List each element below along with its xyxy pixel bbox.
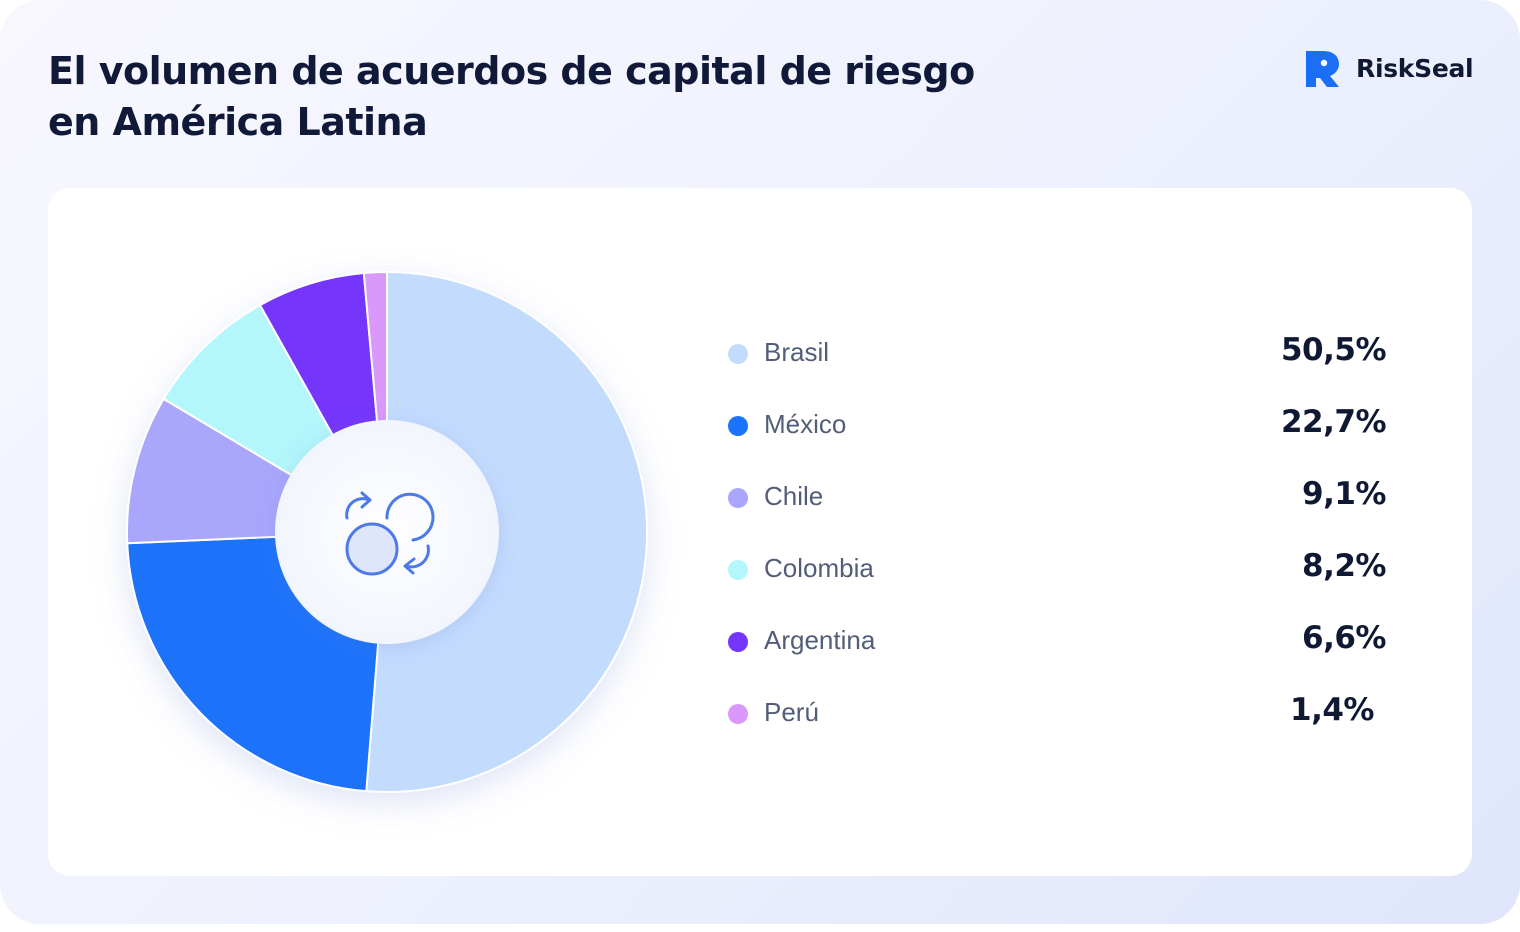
brand-logo: RiskSeal	[1302, 47, 1474, 89]
legend-item: Colombia 8,2%	[726, 534, 1386, 606]
legend-label: Perú	[764, 697, 819, 727]
legend-swatch	[728, 560, 748, 580]
data-label: 1,4%	[1290, 692, 1374, 728]
donut-slices	[126, 271, 648, 793]
legend-label: Chile	[764, 481, 824, 511]
legend-item: México 22,7%	[726, 390, 1387, 462]
data-label: 6,6%	[1302, 620, 1386, 656]
legend-item: Perú 1,4%	[726, 678, 1386, 750]
legend-swatch	[728, 488, 748, 508]
riskseal-logo-icon	[1306, 51, 1339, 87]
donut-chart	[126, 271, 648, 793]
legend-item: Argentina 6,6%	[726, 606, 1386, 678]
legend-label: México	[764, 409, 847, 439]
data-label: 22,7%	[1280, 404, 1387, 440]
legend-item: Chile 9,1%	[726, 462, 1386, 534]
chart-legend: Brasil 50,5% México 22,7% Chile 9,1% Colombia 8…	[726, 318, 1387, 750]
title-line-1: El volumen de acuerdos de capital de rie…	[48, 49, 975, 93]
legend-swatch	[728, 344, 748, 364]
data-label: 50,5%	[1280, 332, 1387, 368]
title-line-2: en América Latina	[48, 100, 428, 144]
legend-label: Argentina	[764, 625, 876, 655]
data-label: 8,2%	[1302, 548, 1386, 584]
brand-name: RiskSeal	[1356, 53, 1474, 83]
exchange-cycle-icon	[345, 491, 435, 576]
legend-item: Brasil 50,5%	[726, 318, 1387, 390]
legend-swatch	[728, 632, 748, 652]
pie-slice-brasil	[365, 271, 648, 793]
data-label: 9,1%	[1302, 476, 1386, 512]
chart-card: Brasil 50,5% México 22,7% Chile 9,1% Colombia 8…	[48, 188, 1472, 876]
legend-swatch	[728, 704, 748, 724]
page-title: El volumen de acuerdos de capital de rie…	[48, 46, 1048, 148]
legend-label: Brasil	[764, 337, 830, 367]
legend-label: Colombia	[764, 553, 874, 583]
legend-swatch	[728, 416, 748, 436]
